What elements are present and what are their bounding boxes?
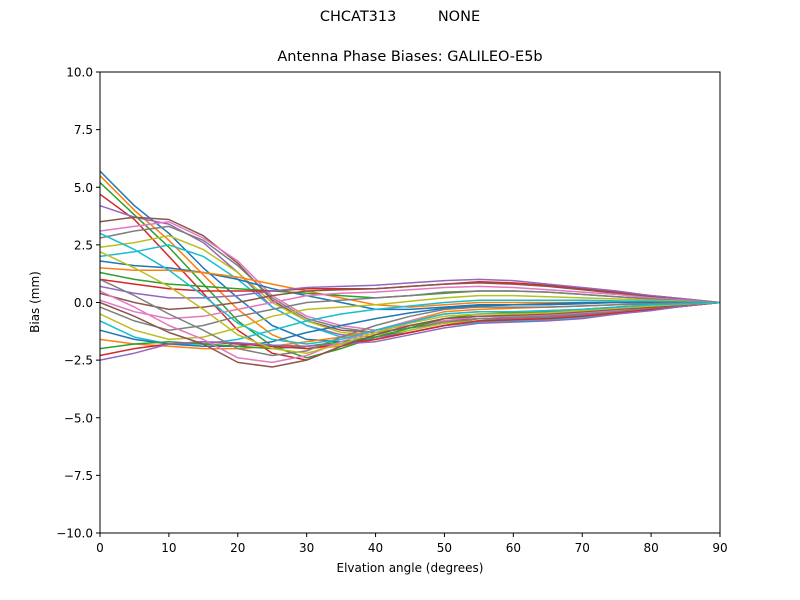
series-line (99, 285, 721, 320)
figure-suptitle: CHCAT313 NONE (319, 9, 481, 25)
x-axis-label: Elvation angle (degrees) (336, 561, 484, 575)
y-tick-label: 7.5 (74, 123, 93, 137)
y-tick-label: −10.0 (56, 527, 93, 541)
x-tick-label: 0 (96, 541, 104, 555)
x-tick-label: 90 (712, 541, 727, 555)
x-tick-label: 80 (643, 541, 658, 555)
series-line (99, 278, 721, 357)
series-line (99, 182, 721, 359)
x-tick-label: 20 (230, 541, 245, 555)
x-tick-label: 10 (161, 541, 176, 555)
series-line (99, 251, 721, 354)
y-tick-label: 2.5 (74, 238, 93, 252)
series-line (99, 282, 721, 311)
series-line (99, 294, 721, 341)
y-tick-label: −7.5 (64, 469, 93, 483)
x-tick-label: 60 (506, 541, 521, 555)
chart-title: Antenna Phase Biases: GALILEO-E5b (277, 49, 543, 65)
series-line (99, 301, 721, 361)
series-line (99, 278, 721, 304)
y-tick-label: −2.5 (64, 354, 93, 368)
series-lines (99, 170, 721, 368)
x-tick-label: 50 (437, 541, 452, 555)
x-tick-label: 30 (299, 541, 314, 555)
series-line (99, 216, 721, 334)
x-tick-label: 40 (368, 541, 383, 555)
x-axis-ticks: 0 10 20 30 40 50 60 70 80 90 (96, 533, 728, 555)
y-tick-label: 0.0 (74, 296, 93, 310)
y-tick-label: 10.0 (66, 66, 93, 80)
y-axis-ticks: 10.0 7.5 5.0 2.5 0.0 −2.5 −5.0 −7.5 −10.0 (56, 66, 100, 541)
y-tick-label: −5.0 (64, 411, 93, 425)
series-line (99, 221, 721, 331)
series-line (99, 232, 721, 345)
x-tick-label: 70 (575, 541, 590, 555)
series-line (99, 301, 721, 368)
series-line (99, 301, 720, 348)
y-tick-label: 5.0 (74, 181, 93, 195)
series-line (99, 290, 721, 331)
